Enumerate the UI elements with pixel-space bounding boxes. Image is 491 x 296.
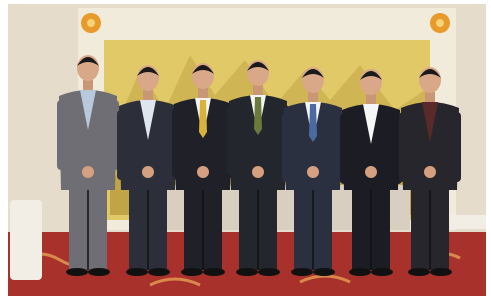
neck bbox=[425, 92, 435, 102]
arm bbox=[399, 112, 408, 182]
hands bbox=[82, 166, 94, 178]
shoe bbox=[408, 268, 430, 276]
neck bbox=[308, 92, 318, 102]
hands bbox=[252, 166, 264, 178]
arm bbox=[57, 100, 66, 170]
armchair bbox=[10, 200, 42, 280]
shoe bbox=[181, 268, 203, 276]
neck bbox=[198, 88, 208, 98]
ornament-left-center bbox=[87, 19, 95, 27]
hands bbox=[197, 166, 209, 178]
shoe bbox=[88, 268, 110, 276]
shoe bbox=[258, 268, 280, 276]
arm bbox=[340, 114, 349, 184]
neck bbox=[366, 94, 376, 104]
hands bbox=[142, 166, 154, 178]
neck bbox=[83, 80, 93, 90]
shoe bbox=[126, 268, 148, 276]
neck bbox=[253, 85, 263, 95]
shoe bbox=[291, 268, 313, 276]
shoe bbox=[66, 268, 88, 276]
shoe bbox=[148, 268, 170, 276]
shoe bbox=[203, 268, 225, 276]
arm bbox=[282, 112, 291, 182]
arm bbox=[452, 112, 461, 182]
shoe bbox=[371, 268, 393, 276]
side-table bbox=[450, 215, 486, 229]
page: (() => { const svg = document.getElement… bbox=[0, 0, 491, 296]
shoe bbox=[313, 268, 335, 276]
hands bbox=[307, 166, 319, 178]
shoe bbox=[236, 268, 258, 276]
tie bbox=[309, 104, 317, 142]
neck bbox=[143, 90, 153, 100]
ornament-right-center bbox=[436, 19, 444, 27]
tie bbox=[199, 100, 207, 138]
arm bbox=[172, 108, 181, 178]
arm bbox=[227, 105, 236, 175]
shoe bbox=[349, 268, 371, 276]
hands bbox=[424, 166, 436, 178]
tie bbox=[254, 97, 262, 135]
arm bbox=[117, 110, 126, 180]
photo bbox=[0, 0, 491, 296]
hands bbox=[365, 166, 377, 178]
shoe bbox=[430, 268, 452, 276]
